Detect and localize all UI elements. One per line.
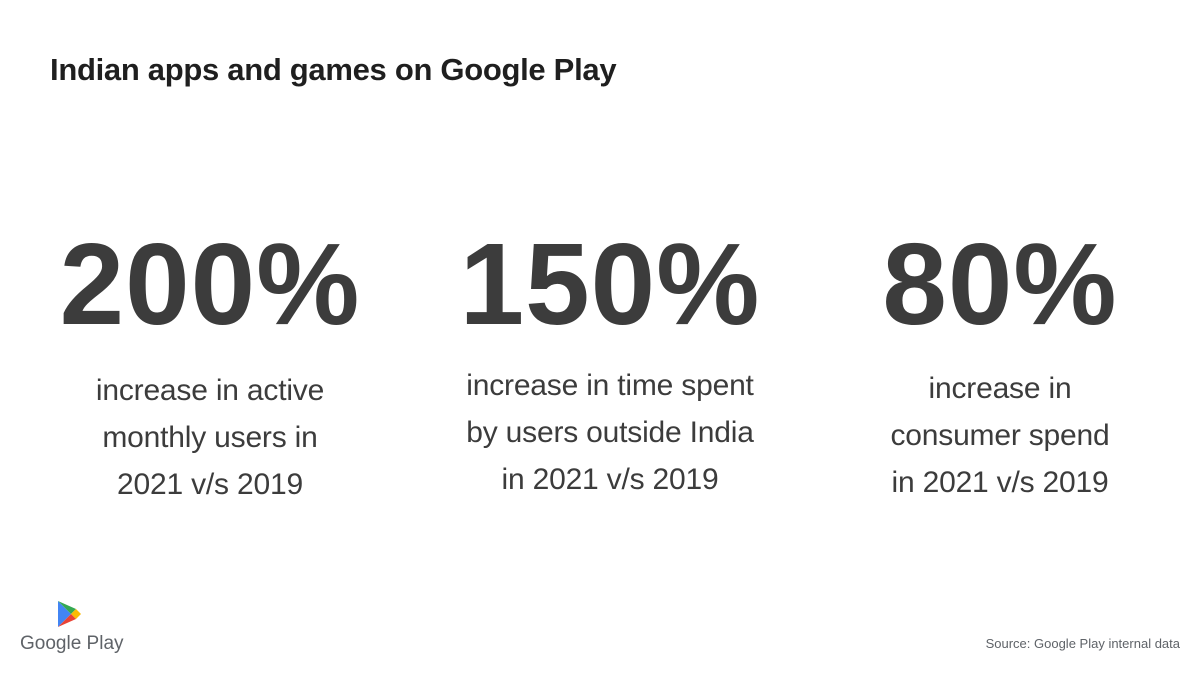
slide-title: Indian apps and games on Google Play bbox=[50, 52, 617, 87]
stat-description-line: monthly users in bbox=[102, 421, 318, 454]
stat-value: 200% bbox=[59, 219, 361, 349]
source-note: Source: Google Play internal data bbox=[985, 636, 1180, 651]
stat-description-line: in 2021 v/s 2019 bbox=[501, 463, 719, 496]
stat-description: increase in active monthly users in 2021… bbox=[20, 367, 400, 508]
stat-description-line: consumer spend bbox=[890, 419, 1110, 452]
stat-value: 80% bbox=[882, 219, 1118, 349]
google-play-wordmark: Google Play bbox=[20, 633, 124, 654]
stat-description-line: increase in active bbox=[95, 374, 325, 407]
stat-description-line: by users outside India bbox=[466, 416, 754, 449]
stat-description-line: in 2021 v/s 2019 bbox=[891, 466, 1109, 499]
stat-description-line: increase in bbox=[928, 372, 1072, 405]
stat-description-line: 2021 v/s 2019 bbox=[117, 468, 303, 501]
stat-value: 150% bbox=[459, 219, 761, 349]
stat-description: increase in time spent by users outside … bbox=[420, 362, 800, 503]
google-play-icon bbox=[58, 601, 81, 627]
stat-description-line: increase in time spent bbox=[466, 369, 754, 402]
google-play-logo: Google Play bbox=[20, 600, 130, 660]
stat-description: increase in consumer spend in 2021 v/s 2… bbox=[810, 365, 1190, 506]
